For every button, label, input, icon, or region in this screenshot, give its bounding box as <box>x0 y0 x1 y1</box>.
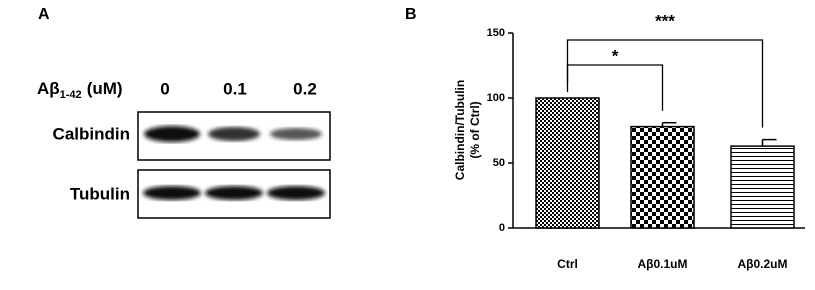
treatment-name: Aβ <box>37 79 60 98</box>
y-tick-label: 50 <box>493 157 505 169</box>
lane-label: 0.1 <box>223 79 247 98</box>
x-tick-label: Aβ0.2uM <box>738 257 788 271</box>
y-axis-label-line: Calbindin/Tubulin <box>453 80 467 180</box>
treatment-sub: 1-42 <box>60 89 82 101</box>
bar <box>730 145 795 229</box>
significance-label: * <box>612 46 619 65</box>
significance-label: *** <box>655 11 675 30</box>
x-tick-label: Ctrl <box>557 257 578 271</box>
y-tick-label: 150 <box>487 27 505 39</box>
row-label: Tubulin <box>70 184 130 203</box>
blot-row <box>137 169 331 219</box>
bar <box>630 125 695 229</box>
y-tick-label: 100 <box>487 92 505 104</box>
panel-label: B <box>405 6 417 23</box>
panel-label: A <box>38 6 50 23</box>
significance-bracket <box>566 39 764 128</box>
lane-label: 0.2 <box>293 79 317 98</box>
y-axis-label-line: (% of Ctrl) <box>468 101 482 158</box>
row-label: Calbindin <box>53 124 130 143</box>
lane-label: 0 <box>160 79 169 98</box>
x-tick-label: Aβ0.1uM <box>638 257 688 271</box>
blot-row <box>137 111 331 161</box>
treatment-label: Aβ1-42 (uM) <box>37 79 123 100</box>
y-axis-label: Calbindin/Tubulin(% of Ctrl) <box>453 80 482 180</box>
y-tick-label: 0 <box>499 222 505 234</box>
treatment-unit: (uM) <box>87 79 123 98</box>
bar <box>535 97 600 229</box>
